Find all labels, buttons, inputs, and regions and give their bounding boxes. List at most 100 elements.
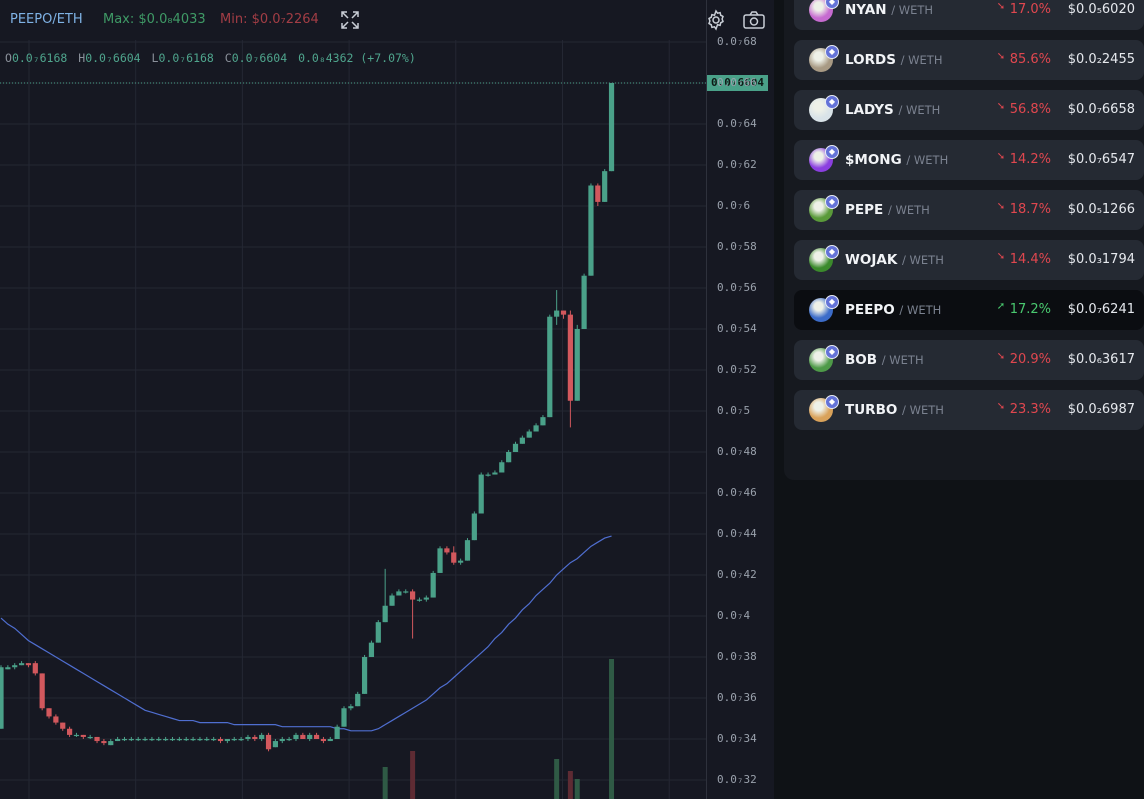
price-tick-label: 0.0₇46 — [717, 486, 757, 499]
token-change: 18.7% — [1009, 202, 1051, 217]
price-tick-label: 0.0₇44 — [717, 527, 757, 540]
low-value: 0.0₇6168 — [158, 51, 214, 65]
candle-body — [458, 560, 464, 563]
token-quote: / WETH — [887, 203, 930, 217]
price-tick-label: 0.0₇4 — [717, 609, 751, 622]
candle-body — [259, 734, 265, 739]
candle-body — [410, 591, 416, 600]
candle-body — [238, 739, 244, 741]
candle-body — [12, 665, 18, 668]
candle-body — [348, 706, 354, 709]
token-price: $0.0₇6658 — [1067, 102, 1135, 117]
token-row-ladys[interactable]: ◆ LADYS / WETH 56.8% ➘ $0.0₇6658 — [794, 90, 1144, 130]
volume-bar — [574, 779, 580, 799]
candle-body — [554, 310, 560, 317]
token-row-lords[interactable]: ◆ LORDS / WETH 85.6% ➘ $0.0₂2455 — [794, 40, 1144, 80]
candle-body — [423, 597, 429, 600]
token-pair-label: BOB / WETH — [845, 352, 924, 368]
candle-body — [416, 599, 423, 601]
token-row-wojak[interactable]: ◆ WOJAK / WETH 14.4% ➘ $0.0₃1794 — [794, 240, 1144, 280]
price-tick-label: 0.0₇68 — [717, 35, 757, 48]
candle-body — [361, 657, 368, 694]
candle-body — [135, 739, 141, 741]
candle-body — [32, 663, 38, 674]
token-pair-label: $MONG / WETH — [845, 152, 948, 168]
token-price: $0.0₇6547 — [1067, 152, 1135, 167]
candle-body — [5, 667, 11, 670]
candle-body — [0, 667, 4, 729]
candle-body — [60, 722, 66, 729]
candle-body — [217, 739, 224, 742]
candle-body — [437, 548, 443, 573]
trend-down-icon: ➘ — [996, 351, 1006, 362]
price-tick-label: 0.0₇34 — [717, 732, 757, 745]
camera-icon[interactable] — [742, 8, 766, 32]
candle-body — [108, 741, 114, 746]
candle-body — [101, 741, 107, 744]
token-price: $0.0₅1266 — [1067, 202, 1135, 217]
token-row-pepe[interactable]: ◆ PEPE / WETH 18.7% ➘ $0.0₅1266 — [794, 190, 1144, 230]
candle-body — [471, 513, 477, 541]
token-quote: / WETH — [902, 253, 944, 267]
price-axis[interactable]: 0.0₇6604 0.0₇68 0.0₇66 0.0₇64 0.0₇62 0.0₇6 0.… — [706, 0, 774, 799]
ethereum-icon: ◆ — [825, 95, 839, 109]
token-symbol: TURBO — [845, 402, 903, 418]
low-key: L — [151, 51, 159, 65]
candle-body — [499, 462, 505, 473]
candle-body — [265, 734, 272, 750]
candle-body — [149, 739, 155, 741]
candle-body — [430, 572, 436, 598]
candle-body — [581, 275, 587, 329]
token-change: 14.2% — [1009, 152, 1051, 167]
price-tick-label: 0.0₇52 — [717, 363, 757, 376]
price-tick-label: 0.0₇38 — [717, 650, 757, 663]
min-price-label: Min: $0.0₇2264 — [220, 12, 319, 27]
price-chart[interactable] — [0, 0, 706, 799]
candle-body — [279, 739, 285, 742]
token-change: 17.0% — [1009, 2, 1051, 17]
token-price: $0.0₃1794 — [1067, 252, 1135, 267]
volume-bar — [382, 767, 388, 799]
ethereum-icon: ◆ — [825, 195, 839, 209]
token-change: 56.8% — [1009, 102, 1051, 117]
candle-body — [224, 739, 230, 742]
candle-body — [451, 552, 457, 563]
ethereum-icon: ◆ — [825, 295, 839, 309]
token-price: $0.0₇6241 — [1067, 302, 1135, 317]
token-symbol: BOB — [845, 352, 882, 368]
candle-body — [608, 83, 615, 172]
token-row-nyan[interactable]: ◆ NYAN / WETH 17.0% ➘ $0.0₅6020 — [794, 0, 1144, 30]
candle-body — [375, 622, 381, 643]
settings-gear-icon[interactable] — [704, 8, 728, 32]
candle-body — [444, 548, 450, 553]
candle-body — [574, 329, 580, 401]
high-value: 0.0₇6604 — [85, 51, 141, 65]
trend-down-icon: ➘ — [996, 1, 1006, 12]
candle-body — [73, 734, 80, 737]
ethereum-icon: ◆ — [825, 45, 839, 59]
token-row-turbo[interactable]: ◆ TURBO / WETH 23.3% ➘ $0.0₂6987 — [794, 390, 1144, 430]
price-tick-label: 0.0₇36 — [717, 691, 757, 704]
chart-panel[interactable]: PEEPO/ETH Max: $0.0₈4033 Min: $0.0₇2264 … — [0, 0, 774, 799]
candle-body — [307, 734, 313, 739]
token-row-peepo[interactable]: ◆ PEEPO / WETH 17.2% ➚ $0.0₇6241 — [794, 290, 1144, 330]
price-tick-label: 0.0₇64 — [717, 117, 757, 130]
candle-body — [368, 642, 375, 657]
price-tick-label: 0.0₇48 — [717, 445, 757, 458]
candle-body — [396, 591, 402, 596]
trend-down-icon: ➘ — [996, 151, 1006, 162]
candle-body — [121, 739, 128, 741]
volume-bar — [609, 659, 615, 799]
price-tick-label: 0.0₇42 — [717, 568, 757, 581]
token-symbol: PEPE — [845, 202, 888, 218]
token-price: $0.0₆3617 — [1067, 352, 1135, 367]
candle-body — [176, 739, 182, 741]
trend-down-icon: ➘ — [996, 201, 1006, 212]
token-quote: / WETH — [899, 303, 942, 317]
token-row-bob[interactable]: ◆ BOB / WETH 20.9% ➘ $0.0₆3617 — [794, 340, 1144, 380]
open-value: 0.0₇6168 — [11, 51, 68, 65]
token-row-mong[interactable]: ◆ $MONG / WETH 14.2% ➘ $0.0₇6547 — [794, 140, 1144, 180]
price-tick-label: 0.0₇66 — [717, 76, 757, 89]
price-tick-label: 0.0₇6 — [717, 199, 751, 212]
fullscreen-icon[interactable] — [338, 8, 362, 32]
